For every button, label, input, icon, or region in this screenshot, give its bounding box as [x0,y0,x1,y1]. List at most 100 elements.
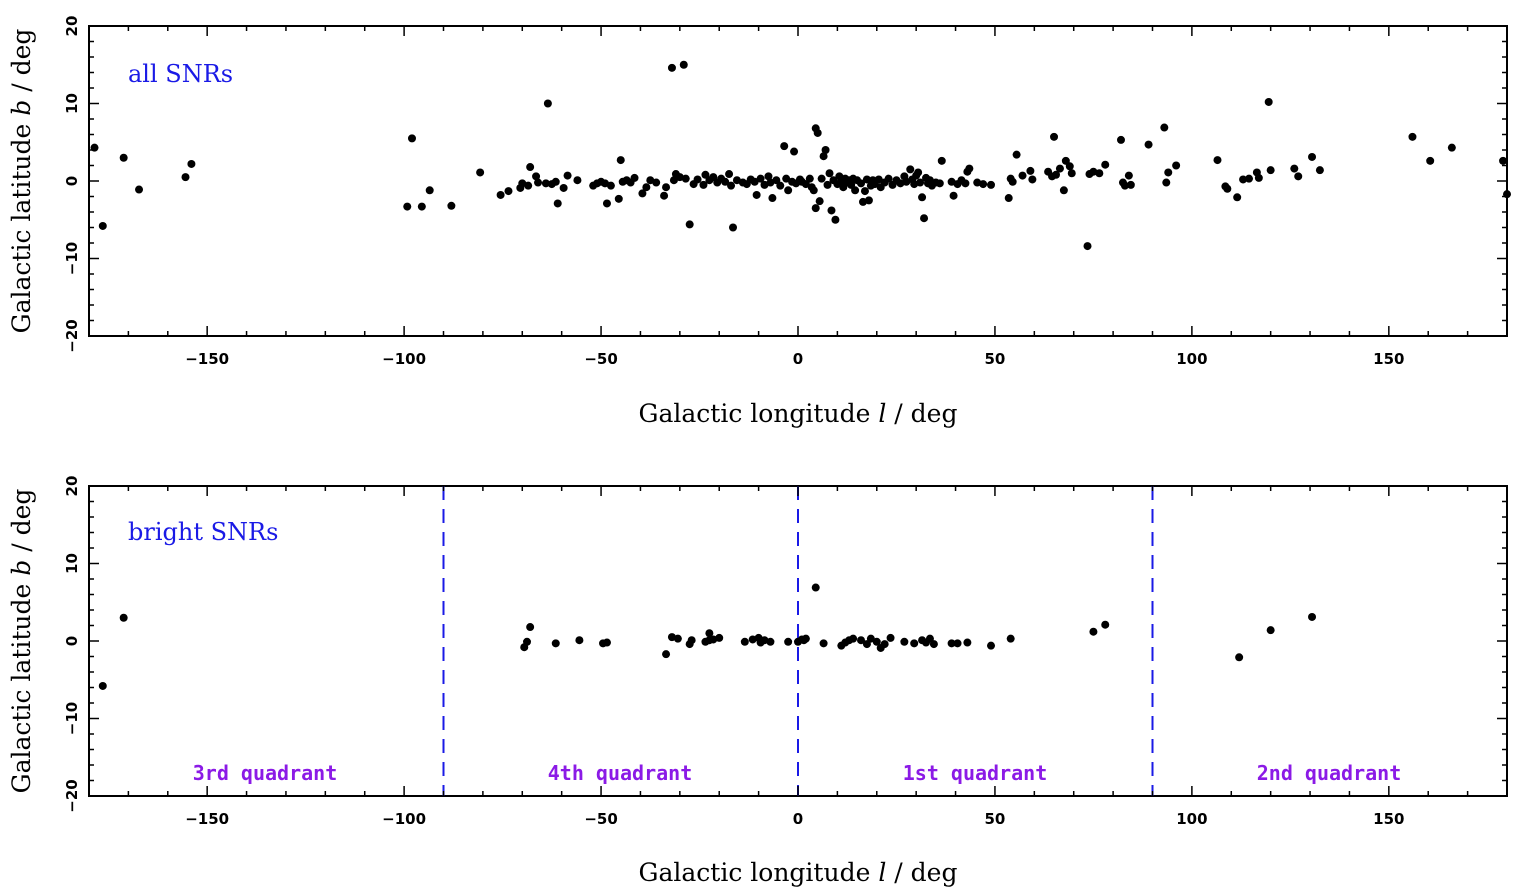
y-axis-label: Galactic latitude b / deg [7,489,36,794]
y-tick-label: −10 [63,702,81,735]
data-point [1012,150,1021,159]
data-point [827,206,836,215]
data-point [1124,171,1133,180]
data-point [1447,143,1456,152]
x-axis-label: Galactic longitude l / deg [639,399,958,428]
data-point [673,634,682,643]
data-point [662,183,671,192]
quadrant-label-2nd: 2nd quadrant [1257,761,1402,785]
data-point [866,634,875,643]
x-axis-var: l [878,399,886,428]
data-point [727,181,736,190]
data-point [817,174,826,183]
data-point [987,641,996,650]
data-point [782,174,791,183]
data-point [1223,184,1232,193]
data-point [811,204,820,213]
y-tick-label: 20 [63,476,81,497]
data-point [705,629,714,638]
data-point [918,193,927,202]
data-point [860,187,869,196]
x-tick-label: −50 [584,810,617,828]
x-axis-title: Galactic longitude [639,399,871,428]
data-point [764,172,773,181]
data-point [543,99,552,108]
y-tick-label: 0 [63,176,81,186]
data-point [630,173,639,182]
data-point [551,639,560,648]
data-point [987,180,996,189]
y-tick-label: −10 [63,242,81,275]
data-point [181,173,190,182]
data-point [963,638,972,647]
data-point [476,168,485,177]
data-point [526,623,535,632]
data-point [949,191,958,200]
data-point [1051,170,1060,179]
y-tick-label: 10 [63,93,81,114]
x-tick-label: 0 [793,350,803,368]
data-point [920,214,929,223]
data-point [1235,653,1244,662]
x-axis-unit: / deg [894,399,957,428]
data-point [935,179,944,188]
x-tick-label: −150 [185,350,229,368]
data-point [1245,174,1254,183]
data-point [906,165,915,174]
data-point [526,163,535,172]
data-point [805,174,814,183]
data-point [886,633,895,642]
data-point [1264,97,1273,106]
data-point [1213,156,1222,165]
data-point [417,202,426,211]
data-point [1055,164,1064,173]
data-point [602,638,611,647]
data-point [1095,169,1104,178]
data-point [532,172,541,181]
panel-label: bright SNRs [128,518,278,546]
x-tick-label: 150 [1373,810,1404,828]
data-point [809,186,818,195]
data-point [687,636,696,645]
data-point [187,159,196,168]
data-point [729,223,738,232]
x-tick-label: −100 [382,810,426,828]
data-point [914,168,923,177]
data-point [1503,190,1511,199]
data-point [815,197,824,206]
data-point [851,186,860,195]
data-point [1083,242,1092,251]
data-point [715,633,724,642]
data-point [1266,166,1275,175]
data-point [1065,162,1074,171]
data-point [864,196,873,205]
data-point [524,181,533,190]
x-tick-label: −150 [185,810,229,828]
data-point [98,681,107,690]
data-point [947,639,956,648]
data-point [784,637,793,646]
data-point [1308,612,1317,621]
data-point [721,177,730,186]
y-axis-var: b [7,560,36,576]
data-point [652,178,661,187]
data-point [1164,168,1173,177]
data-point [119,613,128,622]
data-point [880,640,889,649]
data-point [1172,161,1181,170]
data-point [874,175,883,184]
data-point [790,147,799,156]
data-point [752,190,761,199]
data-point [857,636,866,645]
x-tick-label: 0 [793,810,803,828]
data-point [638,189,647,198]
data-point [900,637,909,646]
x-tick-label: 100 [1176,810,1207,828]
data-point [768,194,777,203]
data-point [496,190,505,199]
data-point [937,156,946,165]
y-axis-var: b [7,100,36,116]
data-point [821,146,830,154]
